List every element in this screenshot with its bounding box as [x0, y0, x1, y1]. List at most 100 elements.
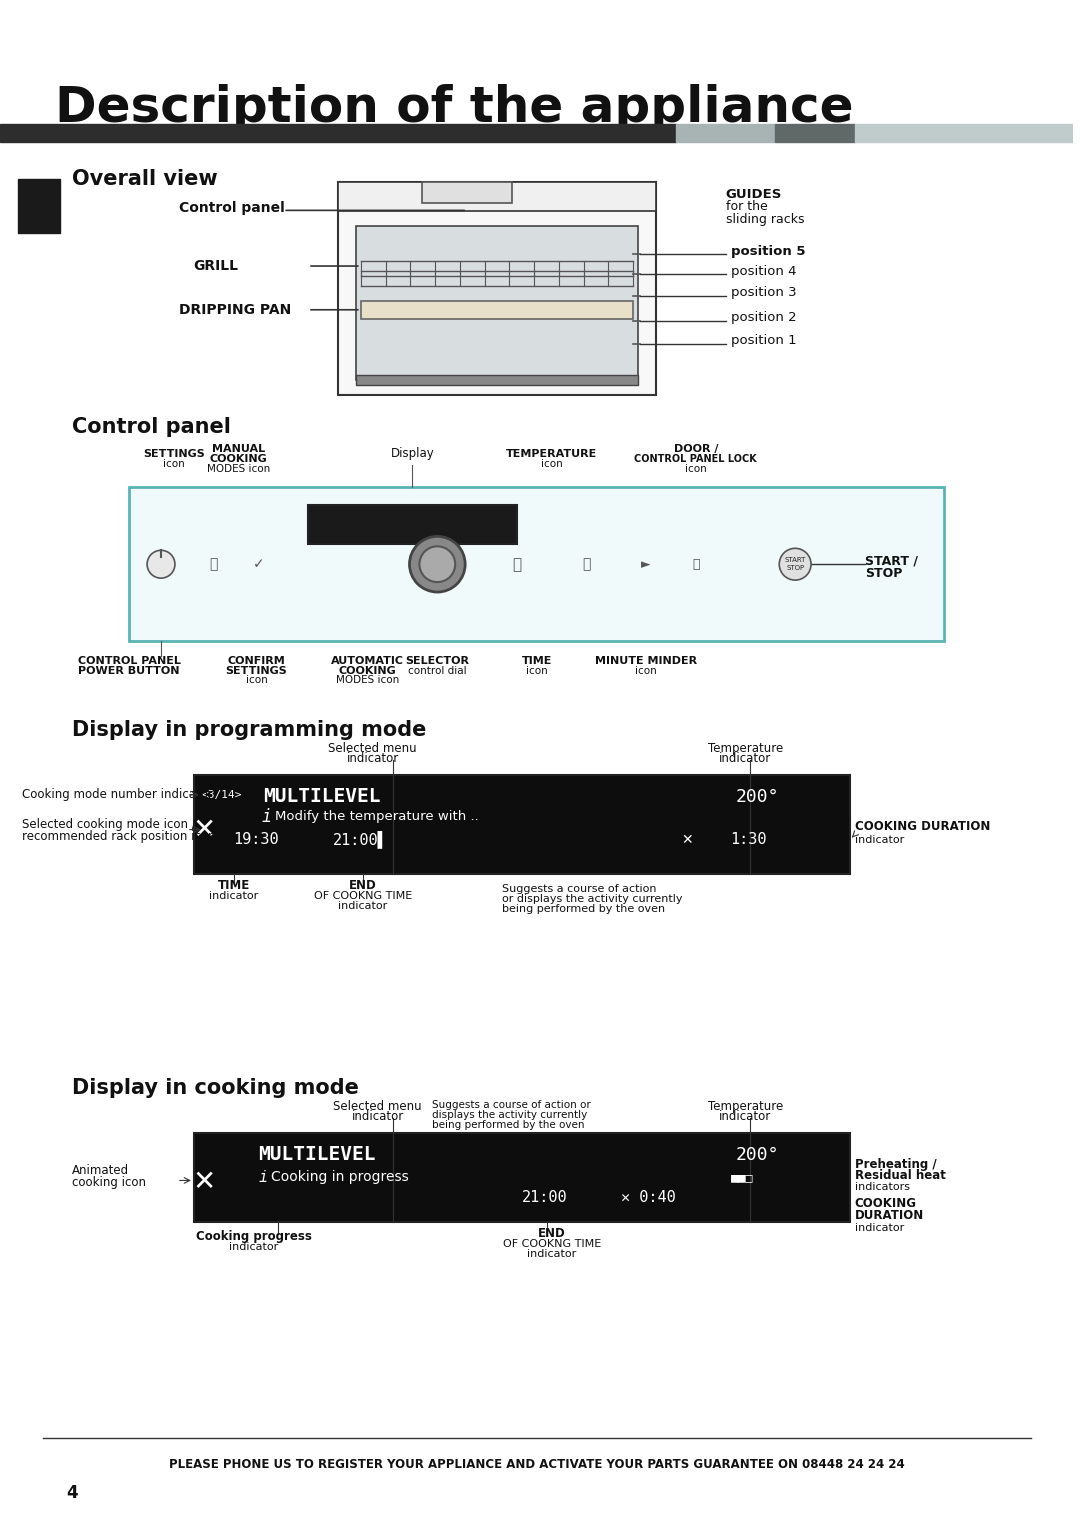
Text: MULTILEVEL: MULTILEVEL [264, 788, 381, 806]
Text: position 5: position 5 [730, 244, 805, 258]
Text: OF COOKNG TIME: OF COOKNG TIME [502, 1238, 600, 1249]
Text: ►: ► [642, 557, 651, 571]
Text: START /: START / [865, 554, 918, 568]
Text: COOKING: COOKING [854, 1197, 917, 1211]
Text: Modify the temperature with ..: Modify the temperature with .. [275, 811, 480, 823]
Text: 🔔: 🔔 [582, 557, 591, 571]
Bar [355, 226, 638, 380]
Text: indicator: indicator [352, 1110, 404, 1122]
Text: ✕: ✕ [680, 832, 692, 846]
Text: indicator: indicator [719, 751, 771, 765]
Text: STOP: STOP [865, 567, 902, 580]
Text: AUTOMATIC: AUTOMATIC [332, 655, 404, 666]
Text: END: END [349, 880, 377, 892]
Text: GUIDES: GUIDES [726, 188, 782, 202]
Bar [854, 124, 1074, 142]
Text: Selected menu: Selected menu [334, 1099, 422, 1113]
Bar [193, 774, 850, 875]
Text: END: END [538, 1228, 566, 1240]
Text: MINUTE MINDER: MINUTE MINDER [595, 655, 697, 666]
Text: MODES icon: MODES icon [336, 675, 400, 686]
Text: Suggests a course of action: Suggests a course of action [502, 884, 657, 895]
Text: Temperature: Temperature [707, 1099, 783, 1113]
Text: position 3: position 3 [730, 287, 796, 299]
Text: DRIPPING PAN: DRIPPING PAN [179, 302, 292, 316]
Text: Display: Display [391, 447, 434, 460]
Bar [308, 504, 517, 544]
Text: 200°: 200° [735, 1145, 779, 1164]
Text: PLEASE PHONE US TO REGISTER YOUR APPLIANCE AND ACTIVATE YOUR PARTS GUARANTEE ON : PLEASE PHONE US TO REGISTER YOUR APPLIAN… [168, 1458, 905, 1471]
Text: position 1: position 1 [730, 334, 796, 347]
Bar [775, 124, 854, 142]
Text: SETTINGS: SETTINGS [143, 449, 205, 460]
Text: COOKING DURATION: COOKING DURATION [854, 820, 990, 832]
Text: being performed by the oven: being performed by the oven [432, 1119, 585, 1130]
Text: icon: icon [163, 458, 185, 469]
Text: 🔒: 🔒 [210, 557, 218, 571]
Text: 19:30: 19:30 [233, 832, 280, 847]
Bar [338, 182, 656, 395]
Text: icon: icon [685, 464, 706, 473]
Text: Residual heat: Residual heat [854, 1170, 946, 1182]
Text: displays the activity currently: displays the activity currently [432, 1110, 588, 1119]
Text: Temperature: Temperature [707, 742, 783, 754]
Circle shape [409, 536, 465, 592]
Text: indicator: indicator [347, 751, 399, 765]
Text: GRILL: GRILL [193, 260, 239, 273]
Text: indicator: indicator [854, 835, 904, 844]
Text: Display in programming mode: Display in programming mode [71, 721, 426, 741]
Text: <3/14>: <3/14> [202, 789, 242, 800]
Text: Display in cooking mode: Display in cooking mode [71, 1078, 359, 1098]
Text: or displays the activity currently: or displays the activity currently [502, 895, 683, 904]
Text: i: i [258, 1170, 268, 1185]
Text: ■■□: ■■□ [730, 1171, 753, 1183]
Text: Cooking mode number indicator: Cooking mode number indicator [22, 788, 213, 802]
Text: icon: icon [526, 666, 548, 675]
Bar [422, 182, 512, 203]
Text: ✕: ✕ [192, 815, 215, 843]
Bar [338, 182, 656, 211]
Text: ✓: ✓ [253, 557, 265, 571]
Text: Cooking progress: Cooking progress [195, 1231, 311, 1243]
Text: Selected menu: Selected menu [328, 742, 417, 754]
Text: Cooking in progress: Cooking in progress [271, 1171, 409, 1185]
Text: recommended rack position icon: recommended rack position icon [22, 831, 215, 843]
Text: OF COOKNG TIME: OF COOKNG TIME [313, 892, 411, 901]
Text: control dial: control dial [408, 666, 467, 675]
Bar [193, 1133, 850, 1222]
Circle shape [780, 548, 811, 580]
Text: for the: for the [726, 200, 767, 214]
Text: ✕ 0:40: ✕ 0:40 [621, 1190, 676, 1205]
Bar [676, 124, 775, 142]
Text: DURATION: DURATION [854, 1209, 924, 1222]
Text: indicator: indicator [208, 892, 258, 901]
Text: Animated: Animated [71, 1165, 129, 1177]
Text: position 2: position 2 [730, 312, 796, 324]
Text: SELECTOR: SELECTOR [405, 655, 470, 666]
Circle shape [147, 550, 175, 579]
Text: indicator: indicator [719, 1110, 771, 1122]
Text: cooking icon: cooking icon [71, 1176, 146, 1190]
Text: icon: icon [245, 675, 268, 686]
Text: i: i [261, 808, 271, 826]
Text: Control panel: Control panel [179, 202, 285, 215]
Bar [355, 376, 638, 385]
Text: icon: icon [635, 666, 657, 675]
Text: 21:00▌: 21:00▌ [333, 831, 388, 849]
Bar [130, 487, 944, 641]
Text: COOKING: COOKING [339, 666, 396, 675]
Bar [0, 124, 676, 142]
Text: sliding racks: sliding racks [726, 214, 805, 226]
Text: CONTROL PANEL: CONTROL PANEL [78, 655, 180, 666]
Text: 21:00: 21:00 [522, 1190, 567, 1205]
Circle shape [419, 547, 456, 582]
Text: ⏱: ⏱ [512, 557, 522, 571]
Text: DOOR /: DOOR / [674, 444, 718, 454]
Text: START
STOP: START STOP [784, 557, 806, 571]
Text: MODES icon: MODES icon [207, 464, 270, 473]
Text: TIME: TIME [522, 655, 552, 666]
Text: indicator: indicator [854, 1223, 904, 1234]
Text: icon: icon [541, 458, 563, 469]
Text: MULTILEVEL: MULTILEVEL [258, 1145, 376, 1164]
Text: position 4: position 4 [730, 264, 796, 278]
